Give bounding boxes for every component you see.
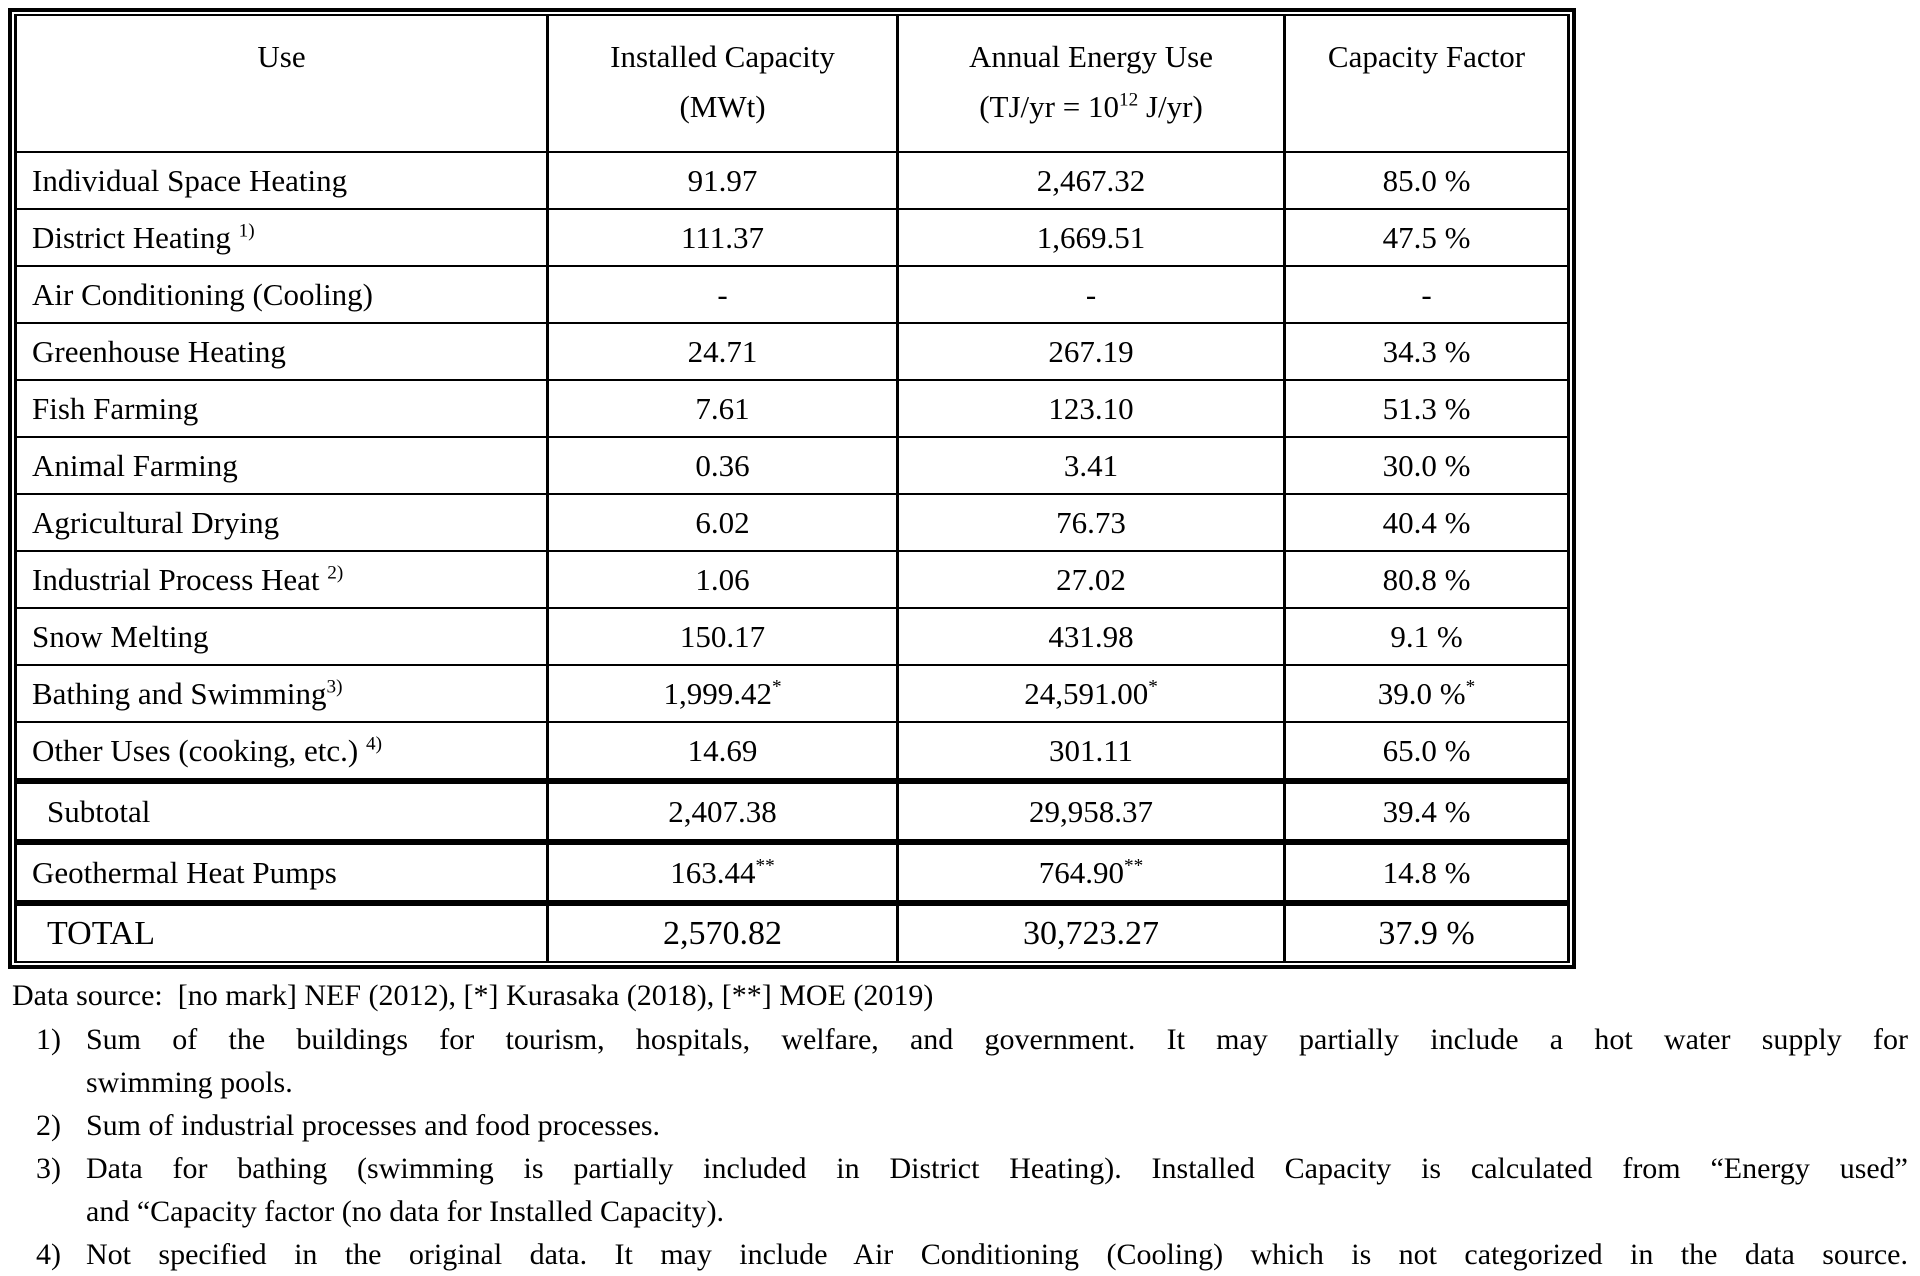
cell-installed: 1,999.42*: [546, 664, 899, 723]
footnote-number: 2): [36, 1109, 61, 1142]
cell-factor: 85.0 %: [1283, 151, 1570, 210]
cell-factor: 34.3 %: [1283, 322, 1570, 381]
cell-energy: 1,669.51: [896, 208, 1286, 267]
footnote-line: swimming pools.: [86, 1066, 293, 1099]
cell-use: Bathing and Swimming3): [14, 664, 549, 723]
footnote-3: 3) Data for bathing (swimming is partial…: [0, 1147, 1920, 1233]
cell-factor: -: [1283, 265, 1570, 324]
cell-use: Snow Melting: [14, 607, 549, 666]
cell-installed: -: [546, 265, 899, 324]
footnote-text: Data for bathing (swimming is partially …: [86, 1147, 1908, 1233]
header-use: Use: [14, 14, 549, 153]
cell-installed: 6.02: [546, 493, 899, 552]
cell-installed: 150.17: [546, 607, 899, 666]
cell-energy: 3.41: [896, 436, 1286, 495]
table-row: Industrial Process Heat 2) 1.06 27.02 80…: [14, 550, 1570, 609]
cell-energy: 267.19: [896, 322, 1286, 381]
cell-factor: 30.0 %: [1283, 436, 1570, 495]
footnote-text: Sum of industrial processes and food pro…: [86, 1104, 1908, 1147]
footnotes: Data source: [no mark] NEF (2012), [*] K…: [0, 974, 1920, 1276]
cell-installed: 14.69: [546, 721, 899, 782]
cell-energy: 301.11: [896, 721, 1286, 782]
cell-energy: 764.90**: [896, 839, 1286, 904]
cell-installed: 7.61: [546, 379, 899, 438]
geothermal-use-table: Use Installed Capacity (MWt) Annual Energ…: [8, 8, 1576, 969]
subtotal-row: Subtotal 2,407.38 29,958.37 39.4 %: [14, 778, 1570, 843]
cell-energy: 29,958.37: [896, 778, 1286, 843]
cell-factor: 14.8 %: [1283, 839, 1570, 904]
footnote-line: and “Capacity factor (no data for Instal…: [86, 1195, 725, 1228]
table-row: Animal Farming 0.36 3.41 30.0 %: [14, 436, 1570, 495]
cell-installed: 91.97: [546, 151, 899, 210]
cell-use: Fish Farming: [14, 379, 549, 438]
cell-use: District Heating 1): [14, 208, 549, 267]
cell-factor: 39.4 %: [1283, 778, 1570, 843]
total-row: TOTAL 2,570.82 30,723.27 37.9 %: [14, 900, 1570, 963]
footnote-4: 4) Not specified in the original data. I…: [0, 1233, 1920, 1276]
footnote-line: Data for bathing (swimming is partially …: [86, 1152, 1908, 1185]
footnote-text: Not specified in the original data. It m…: [86, 1233, 1908, 1276]
cell-energy: -: [896, 265, 1286, 324]
table-row: Agricultural Drying 6.02 76.73 40.4 %: [14, 493, 1570, 552]
cell-use: TOTAL: [14, 900, 549, 963]
cell-energy: 30,723.27: [896, 900, 1286, 963]
cell-energy: 2,467.32: [896, 151, 1286, 210]
table-row: Individual Space Heating 91.97 2,467.32 …: [14, 151, 1570, 210]
table-row: District Heating 1) 111.37 1,669.51 47.5…: [14, 208, 1570, 267]
table-row: Fish Farming 7.61 123.10 51.3 %: [14, 379, 1570, 438]
cell-use: Industrial Process Heat 2): [14, 550, 549, 609]
header-capacity-factor: Capacity Factor: [1283, 14, 1570, 153]
cell-installed: 24.71: [546, 322, 899, 381]
cell-energy: 123.10: [896, 379, 1286, 438]
cell-use: Air Conditioning (Cooling): [14, 265, 549, 324]
header-installed-capacity: Installed Capacity (MWt): [546, 14, 899, 153]
cell-energy: 27.02: [896, 550, 1286, 609]
cell-use: Geothermal Heat Pumps: [14, 839, 549, 904]
cell-factor: 65.0 %: [1283, 721, 1570, 782]
footnote-number: 3): [36, 1152, 61, 1185]
footnote-number: 1): [36, 1023, 61, 1056]
header-row: Use Installed Capacity (MWt) Annual Energ…: [14, 14, 1570, 153]
cell-use: Agricultural Drying: [14, 493, 549, 552]
data-source-line: Data source: [no mark] NEF (2012), [*] K…: [12, 979, 934, 1012]
cell-factor: 80.8 %: [1283, 550, 1570, 609]
cell-installed: 163.44**: [546, 839, 899, 904]
table-row: Snow Melting 150.17 431.98 9.1 %: [14, 607, 1570, 666]
cell-energy: 431.98: [896, 607, 1286, 666]
cell-factor: 40.4 %: [1283, 493, 1570, 552]
footnote-line: Sum of industrial processes and food pro…: [86, 1109, 661, 1142]
cell-installed: 2,407.38: [546, 778, 899, 843]
data-table: Use Installed Capacity (MWt) Annual Energ…: [14, 14, 1570, 963]
cell-installed: 111.37: [546, 208, 899, 267]
cell-factor: 51.3 %: [1283, 379, 1570, 438]
cell-energy: 76.73: [896, 493, 1286, 552]
cell-energy: 24,591.00*: [896, 664, 1286, 723]
cell-installed: 1.06: [546, 550, 899, 609]
cell-factor: 39.0 %*: [1283, 664, 1570, 723]
cell-use: Greenhouse Heating: [14, 322, 549, 381]
table-row: Air Conditioning (Cooling) - - -: [14, 265, 1570, 324]
cell-use: Subtotal: [14, 778, 549, 843]
cell-factor: 37.9 %: [1283, 900, 1570, 963]
cell-factor: 9.1 %: [1283, 607, 1570, 666]
table-row: Other Uses (cooking, etc.) 4) 14.69 301.…: [14, 721, 1570, 782]
cell-use: Other Uses (cooking, etc.) 4): [14, 721, 549, 782]
footnote-text: Sum of the buildings for tourism, hospit…: [86, 1018, 1908, 1104]
cell-use: Animal Farming: [14, 436, 549, 495]
cell-installed: 2,570.82: [546, 900, 899, 963]
cell-installed: 0.36: [546, 436, 899, 495]
cell-use: Individual Space Heating: [14, 151, 549, 210]
cell-factor: 47.5 %: [1283, 208, 1570, 267]
footnote-2: 2) Sum of industrial processes and food …: [0, 1104, 1920, 1147]
footnote-1: 1) Sum of the buildings for tourism, hos…: [0, 1018, 1920, 1104]
table-row: Geothermal Heat Pumps 163.44** 764.90** …: [14, 839, 1570, 904]
table-row: Bathing and Swimming3) 1,999.42* 24,591.…: [14, 664, 1570, 723]
header-annual-energy-use: Annual Energy Use (TJ/yr = 1012 J/yr): [896, 14, 1286, 153]
footnote-number: 4): [36, 1238, 61, 1271]
footnote-line: Not specified in the original data. It m…: [86, 1238, 1908, 1271]
table-row: Greenhouse Heating 24.71 267.19 34.3 %: [14, 322, 1570, 381]
footnote-line: Sum of the buildings for tourism, hospit…: [86, 1023, 1908, 1056]
